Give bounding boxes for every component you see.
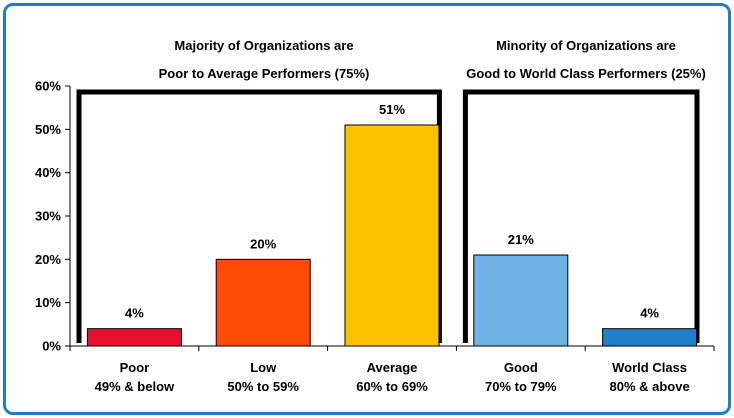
y-tick-label: 20% <box>35 252 61 267</box>
data-label: 21% <box>508 232 534 247</box>
y-tick-label: 0% <box>42 339 61 354</box>
group-1-title-line-2: Poor to Average Performers (75%) <box>159 66 370 81</box>
bar <box>473 254 569 347</box>
category-labels: Poor 49% & below Low 50% to 59% Average 60% t… <box>95 360 690 394</box>
data-label: 51% <box>379 102 405 117</box>
group-bracket <box>462 89 700 343</box>
category-label-line-1: Average <box>367 360 418 375</box>
data-labels: 4% 20% 51% 21% 4% <box>125 102 659 321</box>
bars <box>86 124 698 347</box>
category-label-line-1: Good <box>504 360 538 375</box>
category-label-line-2: 50% to 59% <box>227 379 299 394</box>
category-label-line-2: 49% & below <box>95 379 175 394</box>
bar <box>602 328 698 347</box>
group-2-title-line-2: Good to World Class Performers (25%) <box>466 66 706 81</box>
y-tick-label: 10% <box>35 295 61 310</box>
group-annotations: Majority of Organizations are Poor to Av… <box>159 38 706 81</box>
bar <box>86 328 182 347</box>
category-label-line-1: Low <box>250 360 277 375</box>
group-1-title-line-1: Majority of Organizations are <box>174 38 353 53</box>
category-label-line-2: 60% to 69% <box>356 379 428 394</box>
y-tick-label: 40% <box>35 165 61 180</box>
category-label-line-1: World Class <box>612 360 687 375</box>
data-label: 4% <box>640 306 659 321</box>
y-tick-label: 50% <box>35 122 61 137</box>
y-axis: 0% 10% 20% 30% 40% 50% 60% <box>35 79 71 354</box>
bar <box>344 124 440 347</box>
bar <box>215 258 311 347</box>
category-label-line-1: Poor <box>120 360 150 375</box>
x-axis <box>69 345 715 351</box>
group-2-title-line-1: Minority of Organizations are <box>496 38 676 53</box>
y-tick-label: 60% <box>35 79 61 94</box>
category-label-line-2: 70% to 79% <box>485 379 557 394</box>
data-label: 4% <box>125 306 144 321</box>
category-label-line-2: 80% & above <box>609 379 689 394</box>
y-tick-label: 30% <box>35 209 61 224</box>
data-label: 20% <box>250 236 276 251</box>
